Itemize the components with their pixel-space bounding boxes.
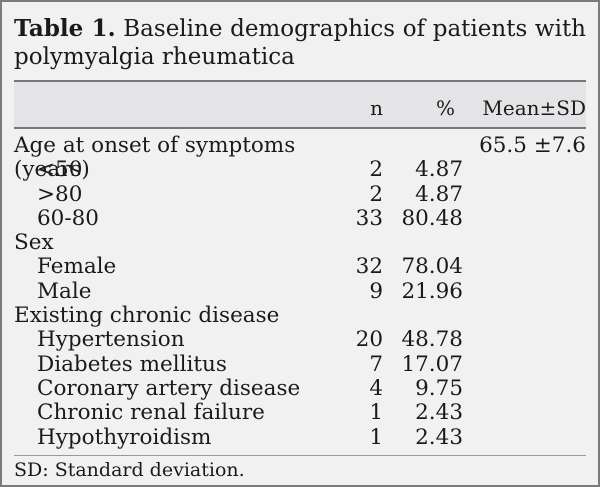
table-row: Sex bbox=[14, 230, 586, 256]
table-row: 60-80 33 80.48 bbox=[14, 205, 586, 231]
header-rule-bottom bbox=[14, 127, 586, 129]
row-n-value: 20 bbox=[355, 327, 383, 353]
row-mean-value bbox=[463, 377, 586, 401]
row-percent-value: 9.75 bbox=[415, 375, 463, 401]
table-row: Female 32 78.04 bbox=[14, 254, 586, 280]
row-label: Hypothyroidism bbox=[37, 424, 212, 450]
table-row: >80 2 4.87 bbox=[14, 181, 586, 207]
row-n-value: 9 bbox=[369, 278, 383, 304]
table-row: Hypertension 20 48.78 bbox=[14, 327, 586, 353]
row-mean-value bbox=[463, 231, 586, 255]
row-percent-value: 80.48 bbox=[401, 205, 463, 231]
footnote: SD: Standard deviation. bbox=[14, 458, 245, 481]
row-label: Sex bbox=[14, 230, 54, 256]
row-percent-value bbox=[383, 304, 463, 328]
row-mean-value bbox=[463, 158, 586, 182]
table-row: Age at onset of symptoms (years) 65.5 ±7… bbox=[14, 133, 586, 181]
row-percent-value: 78.04 bbox=[401, 254, 463, 280]
table-header-row: n % Mean±SD bbox=[14, 82, 586, 127]
row-n-value: 1 bbox=[369, 424, 383, 450]
row-mean-value: 65.5 ±7.6 bbox=[479, 133, 586, 158]
row-n-value: 1 bbox=[369, 400, 383, 426]
footnote-rule bbox=[14, 454, 586, 456]
table-row: Chronic renal failure 1 2.43 bbox=[14, 400, 586, 426]
row-label: Coronary artery disease bbox=[37, 375, 301, 401]
row-n-value bbox=[323, 304, 383, 328]
row-mean-value bbox=[463, 255, 586, 279]
table-row: Male 9 21.96 bbox=[14, 278, 586, 304]
row-label: Chronic renal failure bbox=[37, 400, 265, 426]
table-row: Existing chronic disease bbox=[14, 303, 586, 329]
table-number-label: Table 1. bbox=[14, 15, 116, 42]
row-label: <50 bbox=[37, 157, 83, 183]
row-percent-value: 48.78 bbox=[401, 327, 463, 353]
row-mean-value bbox=[463, 183, 586, 207]
row-percent-value: 2.43 bbox=[415, 400, 463, 426]
row-mean-value bbox=[463, 304, 586, 328]
row-percent-value bbox=[383, 231, 463, 255]
row-mean-value bbox=[463, 207, 586, 231]
table-title: Table 1. Baseline demographics of patien… bbox=[14, 15, 586, 71]
row-n-value: 2 bbox=[369, 157, 383, 183]
row-mean-value bbox=[463, 280, 586, 304]
row-n-value: 32 bbox=[355, 254, 383, 280]
table-row: Diabetes mellitus 7 17.07 bbox=[14, 351, 586, 377]
header-n: n bbox=[370, 96, 383, 120]
header-mean-sd: Mean±SD bbox=[482, 96, 586, 120]
table-title-line1: Table 1. Baseline demographics of patien… bbox=[14, 15, 586, 43]
table-row: Coronary artery disease 4 9.75 bbox=[14, 375, 586, 401]
row-percent-value: 17.07 bbox=[401, 351, 463, 377]
row-label: Diabetes mellitus bbox=[37, 351, 227, 377]
row-label: Female bbox=[37, 254, 117, 280]
row-mean-value bbox=[463, 353, 586, 377]
header-rule-top bbox=[14, 80, 586, 82]
row-n-value: 7 bbox=[369, 351, 383, 377]
row-n-value: 2 bbox=[369, 181, 383, 207]
row-mean-value bbox=[463, 401, 586, 425]
row-mean-value bbox=[463, 328, 586, 352]
row-percent-value: 4.87 bbox=[415, 157, 463, 183]
row-percent-value: 2.43 bbox=[415, 424, 463, 450]
row-label: 60-80 bbox=[37, 205, 99, 231]
row-label: Existing chronic disease bbox=[14, 303, 280, 329]
row-n-value: 4 bbox=[369, 375, 383, 401]
row-label: Male bbox=[37, 278, 92, 304]
row-mean-value bbox=[463, 426, 586, 450]
table-row: Hypothyroidism 1 2.43 bbox=[14, 424, 586, 450]
table-title-text: Baseline demographics of patients with bbox=[123, 16, 586, 42]
header-percent: % bbox=[435, 96, 455, 120]
table-content: Table 1. Baseline demographics of patien… bbox=[2, 15, 598, 480]
table-body: Age at onset of symptoms (years) 65.5 ±7… bbox=[14, 129, 586, 450]
row-label: Age at onset of symptoms (years) bbox=[14, 133, 296, 183]
table-title-line2: polymyalgia rheumatica bbox=[14, 44, 295, 70]
row-percent-value: 21.96 bbox=[401, 278, 463, 304]
table-row: <50 2 4.87 bbox=[14, 157, 586, 183]
row-label: >80 bbox=[37, 181, 83, 207]
row-percent-value: 4.87 bbox=[415, 181, 463, 207]
row-label: Hypertension bbox=[37, 327, 185, 353]
row-n-value: 33 bbox=[355, 205, 383, 231]
row-n-value bbox=[323, 231, 383, 255]
